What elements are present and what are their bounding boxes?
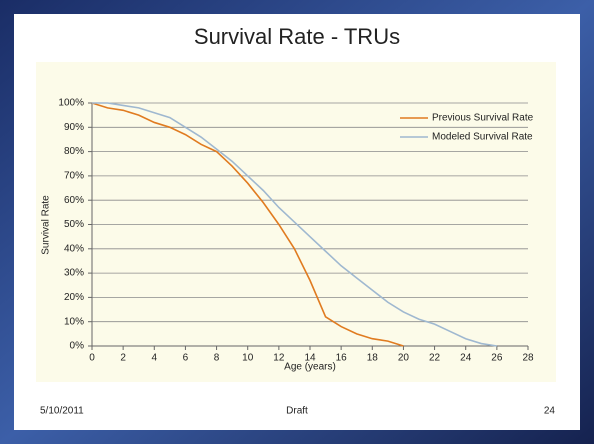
y-tick-label: 10% bbox=[64, 316, 84, 327]
x-tick-label: 20 bbox=[398, 353, 410, 364]
y-tick-label: 0% bbox=[70, 341, 85, 352]
x-tick-label: 22 bbox=[429, 353, 441, 364]
x-tick-label: 16 bbox=[336, 353, 348, 364]
y-tick-label: 70% bbox=[64, 171, 84, 182]
x-tick-label: 24 bbox=[460, 353, 472, 364]
y-tick-label: 50% bbox=[64, 219, 84, 230]
x-tick-label: 2 bbox=[120, 353, 126, 364]
legend-label: Previous Survival Rate bbox=[432, 113, 534, 124]
series-line bbox=[92, 102, 497, 347]
x-tick-label: 28 bbox=[522, 353, 534, 364]
x-tick-label: 14 bbox=[304, 353, 316, 364]
x-tick-label: 10 bbox=[242, 353, 254, 364]
x-tick-label: 26 bbox=[491, 353, 503, 364]
y-tick-label: 100% bbox=[58, 98, 84, 109]
y-tick-label: 20% bbox=[64, 292, 84, 303]
footer-page: 24 bbox=[544, 406, 556, 417]
x-tick-label: 18 bbox=[367, 353, 379, 364]
y-tick-label: 60% bbox=[64, 195, 84, 206]
footer-center: Draft bbox=[286, 406, 308, 417]
y-tick-label: 80% bbox=[64, 146, 84, 157]
x-tick-label: 0 bbox=[89, 353, 95, 364]
y-tick-label: 30% bbox=[64, 268, 84, 279]
y-tick-label: 90% bbox=[64, 122, 84, 133]
y-tick-label: 40% bbox=[64, 243, 84, 254]
chart-title: Survival Rate - TRUs bbox=[194, 24, 400, 49]
x-tick-label: 8 bbox=[214, 353, 220, 364]
y-axis-label: Survival Rate bbox=[41, 195, 52, 255]
legend-label: Modeled Survival Rate bbox=[432, 132, 533, 143]
x-tick-label: 4 bbox=[152, 353, 158, 364]
x-axis-label: Age (years) bbox=[284, 362, 336, 373]
footer-date: 5/10/2011 bbox=[40, 406, 84, 417]
chart-area bbox=[36, 62, 556, 382]
x-tick-label: 12 bbox=[273, 353, 285, 364]
series-line bbox=[91, 102, 404, 347]
x-tick-label: 6 bbox=[183, 353, 189, 364]
